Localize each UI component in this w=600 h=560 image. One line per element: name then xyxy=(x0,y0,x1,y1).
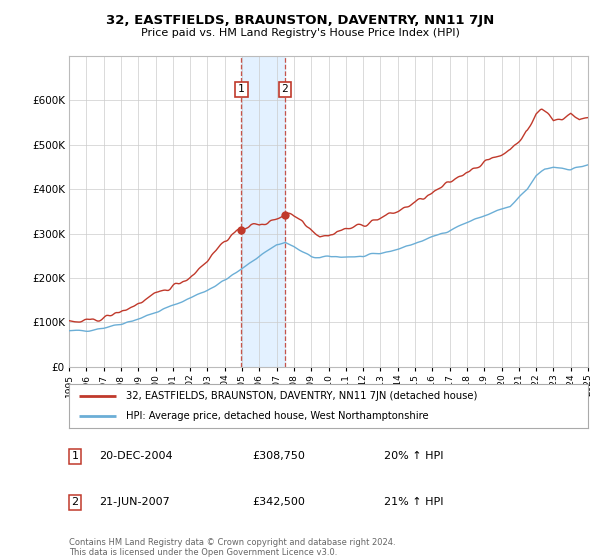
Text: Contains HM Land Registry data © Crown copyright and database right 2024.
This d: Contains HM Land Registry data © Crown c… xyxy=(69,538,395,557)
Text: 20-DEC-2004: 20-DEC-2004 xyxy=(99,451,173,461)
Text: 2: 2 xyxy=(281,85,288,94)
Text: £308,750: £308,750 xyxy=(252,451,305,461)
Text: 20% ↑ HPI: 20% ↑ HPI xyxy=(384,451,443,461)
Text: Price paid vs. HM Land Registry's House Price Index (HPI): Price paid vs. HM Land Registry's House … xyxy=(140,28,460,38)
Text: 21% ↑ HPI: 21% ↑ HPI xyxy=(384,497,443,507)
Text: HPI: Average price, detached house, West Northamptonshire: HPI: Average price, detached house, West… xyxy=(126,411,429,421)
Text: 21-JUN-2007: 21-JUN-2007 xyxy=(99,497,170,507)
Text: 32, EASTFIELDS, BRAUNSTON, DAVENTRY, NN11 7JN (detached house): 32, EASTFIELDS, BRAUNSTON, DAVENTRY, NN1… xyxy=(126,391,478,401)
Text: £342,500: £342,500 xyxy=(252,497,305,507)
Text: 2: 2 xyxy=(71,497,79,507)
Text: 32, EASTFIELDS, BRAUNSTON, DAVENTRY, NN11 7JN: 32, EASTFIELDS, BRAUNSTON, DAVENTRY, NN1… xyxy=(106,14,494,27)
Text: 1: 1 xyxy=(238,85,245,94)
Text: 1: 1 xyxy=(71,451,79,461)
Bar xyxy=(241,56,285,367)
